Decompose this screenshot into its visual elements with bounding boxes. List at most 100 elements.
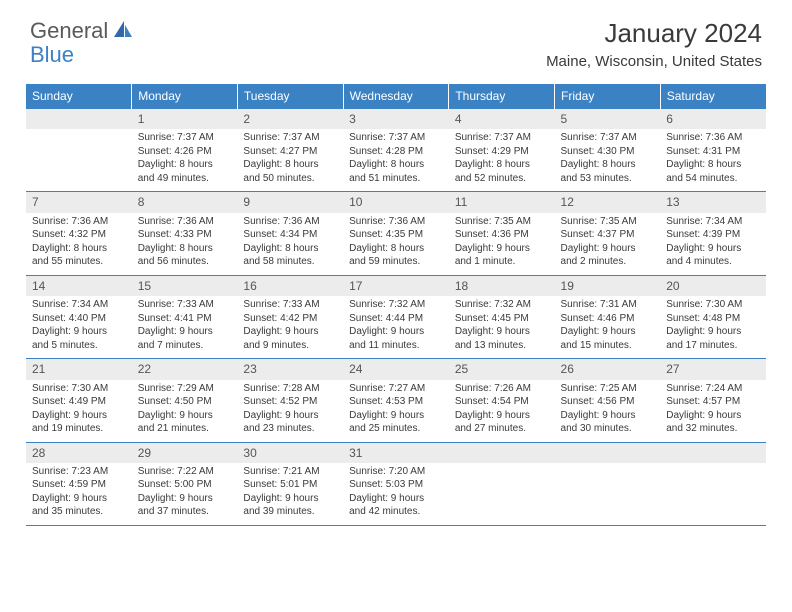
day-content-cell: Sunrise: 7:22 AMSunset: 5:00 PMDaylight:…	[132, 463, 238, 526]
day-content-cell: Sunrise: 7:37 AMSunset: 4:26 PMDaylight:…	[132, 129, 238, 192]
day-info-line: Sunset: 4:37 PM	[561, 228, 655, 242]
weekday-header-row: Sunday Monday Tuesday Wednesday Thursday…	[26, 84, 766, 109]
day-content-cell: Sunrise: 7:35 AMSunset: 4:36 PMDaylight:…	[449, 213, 555, 276]
day-number-cell: 26	[555, 359, 661, 380]
day-info-line: and 23 minutes.	[243, 422, 337, 436]
weekday-header: Monday	[132, 84, 238, 109]
day-content-cell: Sunrise: 7:21 AMSunset: 5:01 PMDaylight:…	[237, 463, 343, 526]
day-info-line: Sunrise: 7:29 AM	[138, 382, 232, 396]
day-info-line: Sunrise: 7:36 AM	[32, 215, 126, 229]
day-number-cell: 15	[132, 275, 238, 296]
content-row: Sunrise: 7:30 AMSunset: 4:49 PMDaylight:…	[26, 380, 766, 443]
logo-text-blue: Blue	[30, 42, 74, 67]
day-info-line: and 49 minutes.	[138, 172, 232, 186]
day-info-line: and 21 minutes.	[138, 422, 232, 436]
day-info-line: Sunrise: 7:36 AM	[138, 215, 232, 229]
day-info-line: Daylight: 9 hours	[561, 325, 655, 339]
day-info-line: Sunrise: 7:31 AM	[561, 298, 655, 312]
day-number-cell: 10	[343, 192, 449, 213]
day-info-line: and 2 minutes.	[561, 255, 655, 269]
day-info-line: Sunset: 4:48 PM	[666, 312, 760, 326]
day-info-line: Daylight: 8 hours	[455, 158, 549, 172]
day-info-line: Sunset: 4:56 PM	[561, 395, 655, 409]
day-info-line: Daylight: 9 hours	[32, 325, 126, 339]
day-number-cell: 6	[660, 109, 766, 130]
day-info-line: Sunset: 4:32 PM	[32, 228, 126, 242]
day-info-line: Sunset: 4:40 PM	[32, 312, 126, 326]
day-info-line: Daylight: 9 hours	[138, 325, 232, 339]
day-info-line: and 37 minutes.	[138, 505, 232, 519]
day-info-line: Daylight: 9 hours	[138, 409, 232, 423]
day-info-line: Daylight: 9 hours	[349, 492, 443, 506]
day-content-cell: Sunrise: 7:36 AMSunset: 4:35 PMDaylight:…	[343, 213, 449, 276]
day-info-line: and 25 minutes.	[349, 422, 443, 436]
day-number-cell: 27	[660, 359, 766, 380]
day-number-cell: 28	[26, 442, 132, 463]
day-number-cell	[449, 442, 555, 463]
title-block: January 2024 Maine, Wisconsin, United St…	[546, 18, 762, 70]
day-info-line: Sunrise: 7:26 AM	[455, 382, 549, 396]
day-info-line: Sunset: 4:53 PM	[349, 395, 443, 409]
month-title: January 2024	[546, 18, 762, 49]
daynum-row: 21222324252627	[26, 359, 766, 380]
day-content-cell: Sunrise: 7:31 AMSunset: 4:46 PMDaylight:…	[555, 296, 661, 359]
daynum-row: 123456	[26, 109, 766, 130]
day-info-line: and 53 minutes.	[561, 172, 655, 186]
day-info-line: Daylight: 9 hours	[455, 409, 549, 423]
day-info-line: and 54 minutes.	[666, 172, 760, 186]
day-info-line: Sunrise: 7:27 AM	[349, 382, 443, 396]
day-info-line: and 17 minutes.	[666, 339, 760, 353]
day-content-cell: Sunrise: 7:36 AMSunset: 4:33 PMDaylight:…	[132, 213, 238, 276]
day-info-line: Daylight: 8 hours	[138, 242, 232, 256]
day-content-cell: Sunrise: 7:25 AMSunset: 4:56 PMDaylight:…	[555, 380, 661, 443]
day-info-line: Daylight: 9 hours	[349, 409, 443, 423]
day-number-cell: 25	[449, 359, 555, 380]
day-content-cell: Sunrise: 7:36 AMSunset: 4:32 PMDaylight:…	[26, 213, 132, 276]
day-content-cell: Sunrise: 7:37 AMSunset: 4:29 PMDaylight:…	[449, 129, 555, 192]
day-content-cell: Sunrise: 7:36 AMSunset: 4:34 PMDaylight:…	[237, 213, 343, 276]
daynum-row: 78910111213	[26, 192, 766, 213]
day-info-line: Daylight: 8 hours	[349, 158, 443, 172]
day-number-cell: 20	[660, 275, 766, 296]
day-info-line: Sunrise: 7:32 AM	[455, 298, 549, 312]
daynum-row: 28293031	[26, 442, 766, 463]
day-info-line: Sunset: 4:34 PM	[243, 228, 337, 242]
day-info-line: and 42 minutes.	[349, 505, 443, 519]
day-content-cell	[660, 463, 766, 526]
day-content-cell: Sunrise: 7:28 AMSunset: 4:52 PMDaylight:…	[237, 380, 343, 443]
day-info-line: Sunrise: 7:37 AM	[243, 131, 337, 145]
day-info-line: Daylight: 8 hours	[138, 158, 232, 172]
day-info-line: and 51 minutes.	[349, 172, 443, 186]
day-number-cell: 2	[237, 109, 343, 130]
day-info-line: Sunrise: 7:33 AM	[243, 298, 337, 312]
day-info-line: Sunrise: 7:36 AM	[243, 215, 337, 229]
day-info-line: Sunset: 4:49 PM	[32, 395, 126, 409]
day-info-line: Sunset: 4:33 PM	[138, 228, 232, 242]
day-content-cell: Sunrise: 7:33 AMSunset: 4:42 PMDaylight:…	[237, 296, 343, 359]
day-info-line: Daylight: 8 hours	[243, 242, 337, 256]
day-info-line: and 58 minutes.	[243, 255, 337, 269]
day-info-line: Sunset: 4:52 PM	[243, 395, 337, 409]
day-info-line: Sunset: 4:44 PM	[349, 312, 443, 326]
day-info-line: Sunset: 4:45 PM	[455, 312, 549, 326]
day-info-line: Sunset: 4:26 PM	[138, 145, 232, 159]
day-content-cell: Sunrise: 7:30 AMSunset: 4:48 PMDaylight:…	[660, 296, 766, 359]
day-content-cell: Sunrise: 7:24 AMSunset: 4:57 PMDaylight:…	[660, 380, 766, 443]
day-number-cell: 30	[237, 442, 343, 463]
day-info-line: Daylight: 9 hours	[243, 492, 337, 506]
day-number-cell	[555, 442, 661, 463]
day-content-cell	[26, 129, 132, 192]
day-info-line: Sunrise: 7:20 AM	[349, 465, 443, 479]
day-info-line: Daylight: 9 hours	[243, 325, 337, 339]
weekday-header: Wednesday	[343, 84, 449, 109]
calendar-body: 123456Sunrise: 7:37 AMSunset: 4:26 PMDay…	[26, 109, 766, 526]
day-info-line: and 59 minutes.	[349, 255, 443, 269]
day-info-line: and 52 minutes.	[455, 172, 549, 186]
day-info-line: Sunset: 4:46 PM	[561, 312, 655, 326]
day-info-line: Sunrise: 7:37 AM	[561, 131, 655, 145]
day-info-line: Daylight: 8 hours	[349, 242, 443, 256]
day-info-line: Sunset: 5:00 PM	[138, 478, 232, 492]
day-content-cell: Sunrise: 7:37 AMSunset: 4:28 PMDaylight:…	[343, 129, 449, 192]
day-content-cell: Sunrise: 7:37 AMSunset: 4:27 PMDaylight:…	[237, 129, 343, 192]
day-info-line: Daylight: 8 hours	[561, 158, 655, 172]
